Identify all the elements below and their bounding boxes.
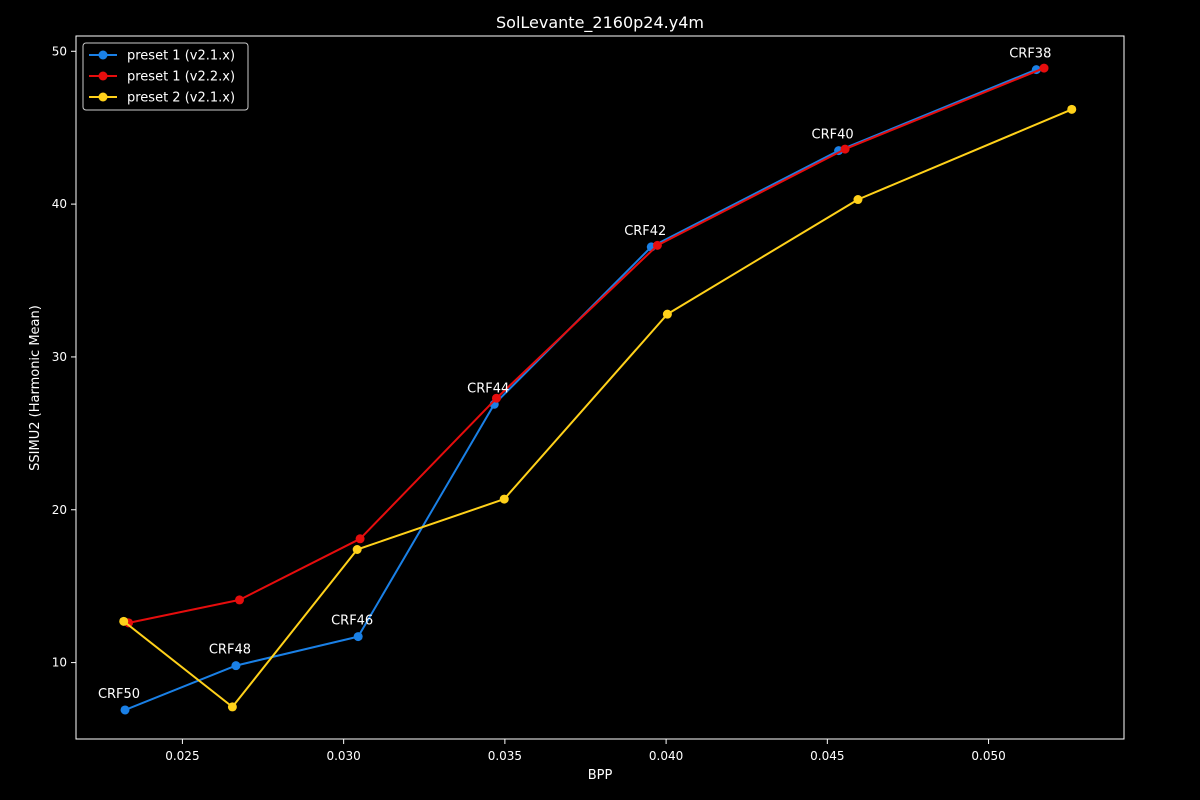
legend-item: preset 1 (v2.1.x) [89, 49, 235, 64]
crf-annotation: CRF48 [209, 643, 251, 658]
data-point [231, 661, 241, 671]
crf-annotation: CRF50 [98, 687, 140, 702]
data-point [234, 595, 244, 605]
y-tick-label: 30 [52, 350, 67, 364]
crf-annotation: CRF38 [1009, 47, 1051, 62]
legend-item: preset 1 (v2.2.x) [89, 70, 235, 85]
data-point [353, 632, 363, 642]
data-point [853, 195, 863, 205]
legend-label: preset 1 (v2.2.x) [127, 70, 235, 85]
x-tick-label: 0.045 [810, 749, 844, 763]
legend-marker [98, 71, 108, 81]
x-axis-label: BPP [588, 768, 613, 783]
series-layer [119, 63, 1077, 715]
data-point [662, 309, 672, 319]
legend: preset 1 (v2.1.x) preset 1 (v2.2.x) preset… [82, 42, 249, 111]
data-point [227, 702, 237, 712]
data-point [120, 705, 130, 715]
data-point [491, 393, 501, 403]
crf-annotation: CRF42 [624, 224, 666, 239]
annotation-layer: CRF50 CRF48 CRF46 CRF44 CRF42 CRF40 CRF38 [98, 47, 1051, 702]
plot-frame [75, 35, 1125, 740]
y-tick-label: 20 [52, 503, 67, 517]
data-point [119, 616, 129, 626]
data-point [499, 494, 509, 504]
data-point [652, 240, 662, 250]
data-point [1039, 63, 1049, 73]
x-tick-label: 0.025 [165, 749, 199, 763]
crf-annotation: CRF40 [812, 128, 854, 143]
plot-area [75, 35, 1125, 740]
data-point [1067, 104, 1077, 114]
legend-label: preset 2 (v2.1.x) [127, 91, 235, 106]
crf-annotation: CRF44 [467, 381, 509, 396]
y-axis-label: SSIMU2 (Harmonic Mean) [28, 305, 43, 471]
x-tick-label: 0.050 [971, 749, 1005, 763]
x-axis: 0.025 0.030 0.035 0.040 0.045 0.050 [165, 739, 1006, 763]
legend-item: preset 2 (v2.1.x) [89, 91, 235, 106]
crf-annotation: CRF46 [331, 614, 373, 629]
legend-box [82, 42, 249, 111]
legend-marker [98, 50, 108, 60]
legend-marker [98, 92, 108, 102]
data-point [840, 144, 850, 154]
data-point [355, 534, 365, 544]
x-tick-label: 0.030 [326, 749, 360, 763]
legend-label: preset 1 (v2.1.x) [127, 49, 235, 64]
y-axis: 10 20 30 40 50 [52, 44, 76, 670]
y-tick-label: 10 [52, 656, 67, 670]
series-3 [119, 104, 1077, 712]
chart-title: SolLevante_2160p24.y4m [496, 13, 704, 33]
y-tick-label: 50 [52, 44, 67, 58]
y-tick-label: 40 [52, 197, 67, 211]
data-point [352, 544, 362, 554]
x-tick-label: 0.040 [649, 749, 683, 763]
x-tick-label: 0.035 [488, 749, 522, 763]
